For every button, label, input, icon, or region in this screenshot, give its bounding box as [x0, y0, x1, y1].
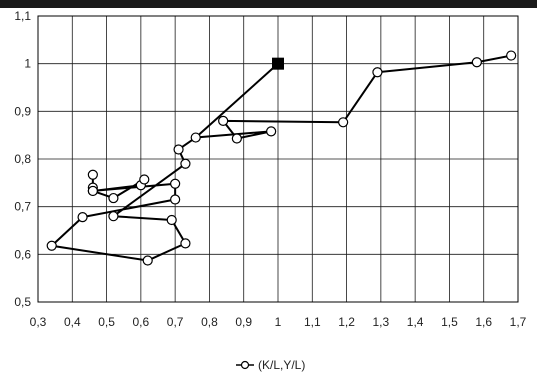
series-points: [46, 50, 517, 266]
x-tick-label: 1: [275, 315, 282, 329]
series-line: [50, 54, 512, 262]
x-tick-label: 1,6: [475, 315, 492, 329]
y-tick-label: 0,6: [14, 247, 31, 261]
x-tick-label: 0,7: [167, 315, 184, 329]
data-point: [180, 158, 191, 169]
x-tick-label: 1,5: [441, 315, 458, 329]
x-tick-label: 1,4: [407, 315, 424, 329]
data-point: [108, 192, 119, 204]
y-tick-label: 1,1: [14, 9, 31, 23]
x-tick-label: 0,5: [98, 315, 115, 329]
data-point: [218, 115, 229, 126]
data-point: [46, 240, 57, 251]
x-tick-label: 0,4: [64, 315, 81, 329]
data-point: [166, 214, 177, 226]
y-tick-label: 0,5: [14, 295, 31, 309]
data-point: [180, 238, 191, 249]
x-tick-label: 1,3: [373, 315, 390, 329]
y-tick-label: 0,7: [14, 200, 31, 214]
x-tick-label: 0,8: [201, 315, 218, 329]
y-tick-label: 0,9: [14, 104, 31, 118]
reference-marker: [272, 57, 284, 70]
data-point: [506, 50, 517, 61]
data-point: [87, 185, 98, 197]
x-tick-label: 1,1: [304, 315, 321, 329]
data-point: [471, 57, 482, 68]
data-point: [170, 194, 181, 205]
x-tick-label: 1,2: [338, 315, 355, 329]
top-bar: [0, 0, 537, 8]
x-tick-label: 0,6: [133, 315, 150, 329]
data-point: [190, 132, 201, 143]
x-tick-label: 0,3: [30, 315, 47, 329]
data-point: [372, 67, 383, 78]
data-point: [108, 211, 119, 222]
data-point: [77, 212, 88, 223]
legend: (K/L,Y/L): [236, 358, 305, 372]
data-point: [87, 169, 98, 180]
legend-marker: [240, 360, 250, 370]
plot-frame: [37, 15, 519, 303]
series-lines: [50, 54, 512, 262]
data-point: [170, 178, 181, 189]
x-tick-label: 1,7: [510, 315, 527, 329]
tick-labels: 0,3 0,4 0,5 0,6 0,7 0,8 0,9 1 1,1 1,2 1,3 1,4 1,5 1,6…: [14, 9, 526, 329]
data-point: [338, 117, 349, 128]
x-tick-label: 0,9: [235, 315, 252, 329]
reference-line: [195, 62, 279, 139]
data-point: [142, 255, 153, 266]
data-point: [231, 133, 242, 144]
reference-point: [272, 57, 284, 70]
data-point: [266, 126, 277, 137]
data-point: [139, 174, 150, 185]
axes: [37, 15, 519, 303]
y-tick-label: 1: [24, 57, 31, 71]
legend-label: (K/L,Y/L): [258, 358, 305, 372]
data-point: [173, 144, 184, 155]
y-tick-label: 0,8: [14, 152, 31, 166]
